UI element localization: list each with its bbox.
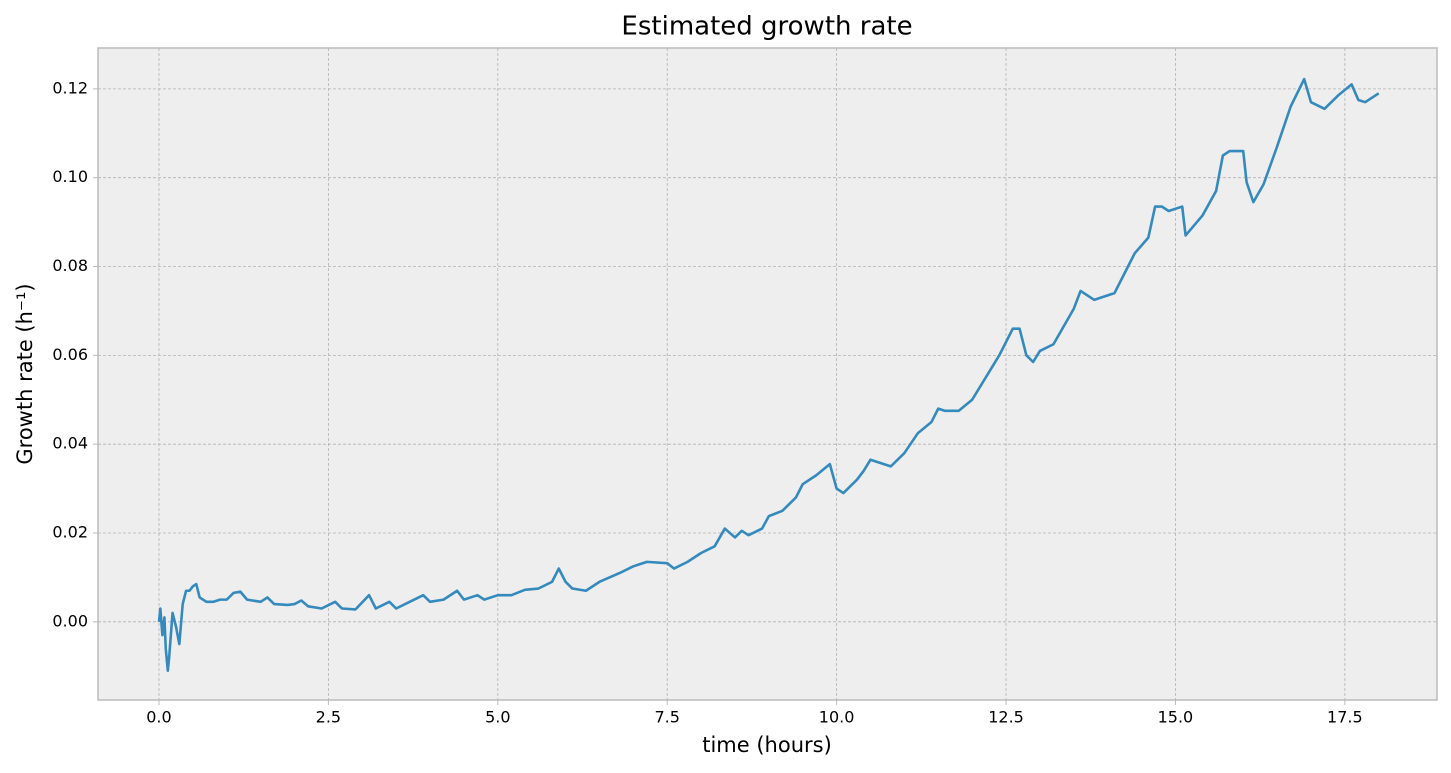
x-tick-label: 15.0 — [1158, 708, 1194, 727]
y-tick-label: 0.08 — [52, 256, 88, 275]
x-tick-label: 0.0 — [146, 708, 171, 727]
x-tick-label: 2.5 — [316, 708, 341, 727]
chart-title: Estimated growth rate — [621, 12, 912, 42]
x-tick-label: 5.0 — [485, 708, 510, 727]
x-tick-label: 10.0 — [819, 708, 855, 727]
y-tick-label: 0.00 — [52, 611, 88, 630]
y-tick-label: 0.06 — [52, 345, 88, 364]
data-line — [157, 77, 1380, 672]
y-tick-label: 0.10 — [52, 167, 88, 186]
x-tick-label: 12.5 — [988, 708, 1024, 727]
x-axis-label: time (hours) — [702, 733, 832, 757]
plot-area — [97, 47, 1438, 701]
x-tick-label: 17.5 — [1327, 708, 1363, 727]
y-tick-label: 0.02 — [52, 523, 88, 542]
y-axis-label: Growth rate (h⁻¹) — [13, 283, 37, 464]
x-tick-label: 7.5 — [654, 708, 679, 727]
y-tick-label: 0.04 — [52, 434, 88, 453]
y-tick-label: 0.12 — [52, 78, 88, 97]
